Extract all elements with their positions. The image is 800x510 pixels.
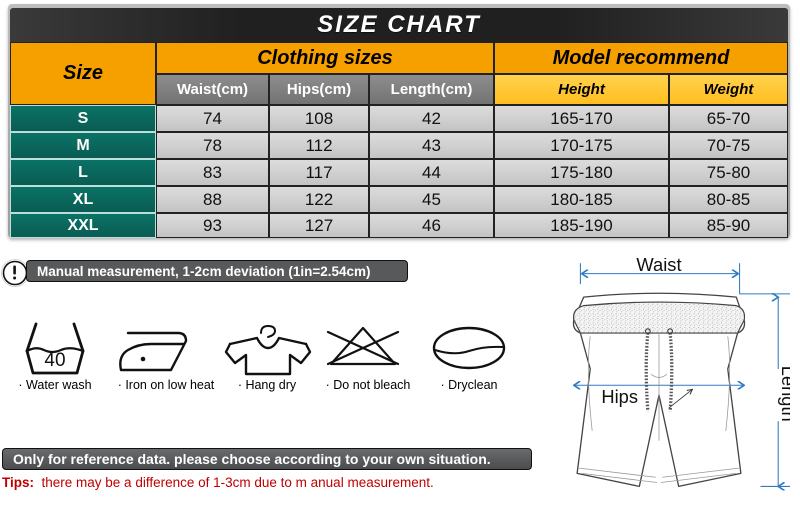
- svg-text:Hips: Hips: [601, 386, 638, 407]
- svg-text:40: 40: [44, 350, 65, 371]
- svg-text:Waist: Waist: [636, 258, 681, 275]
- svg-text:Length: Length: [778, 366, 790, 422]
